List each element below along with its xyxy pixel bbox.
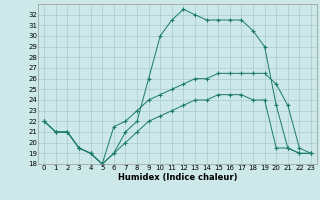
X-axis label: Humidex (Indice chaleur): Humidex (Indice chaleur) <box>118 173 237 182</box>
